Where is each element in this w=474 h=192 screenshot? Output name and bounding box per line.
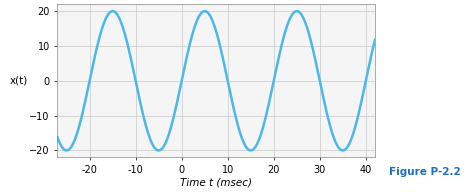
X-axis label: Time t (msec): Time t (msec): [180, 178, 252, 188]
Text: Figure P-2.2: Figure P-2.2: [389, 167, 460, 177]
Y-axis label: x(t): x(t): [10, 76, 28, 86]
